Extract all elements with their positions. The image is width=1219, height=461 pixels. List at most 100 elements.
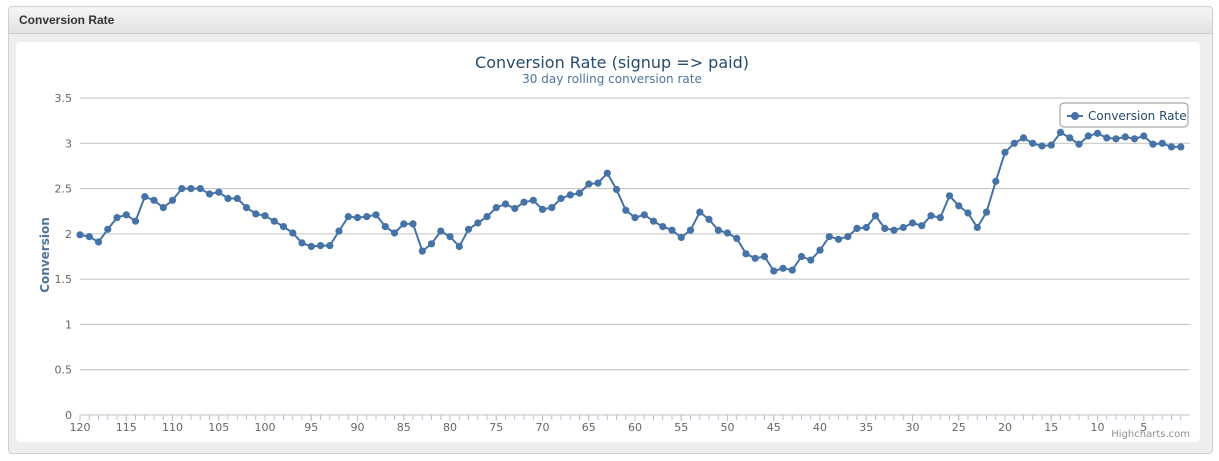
data-point[interactable] [326,242,334,250]
data-point[interactable] [307,242,315,251]
data-point[interactable] [668,226,676,234]
data-point[interactable] [982,208,991,216]
data-point[interactable] [1149,140,1157,148]
data-point[interactable] [788,266,796,274]
data-point[interactable] [529,196,537,204]
data-point[interactable] [363,213,371,221]
data-point[interactable] [779,264,787,272]
data-point[interactable] [945,192,954,200]
data-point[interactable] [446,233,454,241]
data-point[interactable] [344,213,352,221]
data-point[interactable] [807,256,815,264]
data-point[interactable] [205,190,214,198]
data-point[interactable] [612,185,621,194]
data-point[interactable] [649,217,658,225]
data-point[interactable] [316,242,325,250]
data-point[interactable] [141,193,149,201]
data-point[interactable] [483,213,491,221]
data-point[interactable] [908,219,917,227]
data-point[interactable] [353,214,362,222]
data-point[interactable] [834,235,843,243]
data-point[interactable] [631,214,639,222]
data-point[interactable] [797,252,806,261]
data-point[interactable] [474,219,482,227]
data-point[interactable] [242,204,251,212]
data-point[interactable] [918,222,926,230]
data-point[interactable] [1010,139,1018,147]
data-point[interactable] [844,233,852,241]
data-point[interactable] [1177,143,1185,151]
data-point[interactable] [566,191,574,199]
data-point[interactable] [881,224,889,232]
data-point[interactable] [622,206,630,214]
data-point[interactable] [94,238,103,246]
data-point[interactable] [501,200,510,208]
data-point[interactable] [871,212,880,220]
data-point[interactable] [196,185,204,193]
data-point[interactable] [104,225,112,233]
data-point[interactable] [557,194,565,203]
data-point[interactable] [113,214,121,222]
data-point[interactable] [122,211,130,219]
data-point[interactable] [1001,148,1009,156]
data-point[interactable] [1066,134,1074,142]
data-point[interactable] [1056,128,1065,136]
data-point[interactable] [696,208,704,216]
data-point[interactable] [233,194,241,203]
data-point[interactable] [1047,141,1055,149]
data-point[interactable] [427,240,436,248]
data-point[interactable] [899,223,907,232]
data-point[interactable] [1038,142,1046,150]
data-point[interactable] [955,202,963,210]
data-point[interactable] [131,217,140,225]
data-point[interactable] [409,220,417,228]
data-point[interactable] [159,204,167,212]
data-point[interactable] [76,231,84,239]
data-point[interactable] [335,227,343,235]
data-point[interactable] [640,211,648,219]
data-point[interactable] [511,204,519,213]
data-point[interactable] [520,198,528,206]
data-point[interactable] [1084,132,1092,140]
data-point[interactable] [1130,135,1139,143]
data-point[interactable] [289,229,297,237]
data-point[interactable] [964,209,972,217]
data-point[interactable] [992,177,1000,185]
data-point[interactable] [538,205,547,213]
data-point[interactable] [973,223,981,232]
data-point[interactable] [1158,139,1166,147]
credits-link[interactable]: Highcharts.com [1111,429,1190,440]
data-point[interactable] [455,242,463,251]
data-point[interactable] [224,194,232,203]
data-point[interactable] [686,226,695,234]
data-point[interactable] [400,220,408,228]
data-point[interactable] [464,225,473,233]
data-point[interactable] [760,252,769,261]
data-point[interactable] [770,267,778,275]
data-point[interactable] [677,233,685,242]
data-point[interactable] [825,233,833,241]
data-point[interactable] [418,247,426,255]
data-point[interactable] [751,254,759,262]
data-point[interactable] [492,204,500,212]
data-point[interactable] [1103,134,1111,142]
data-point[interactable] [575,189,584,197]
data-point[interactable] [862,223,870,232]
data-point[interactable] [187,185,195,193]
data-point[interactable] [927,212,935,220]
data-point[interactable] [1121,133,1129,141]
data-point[interactable] [178,185,186,193]
data-point[interactable] [1075,140,1083,148]
data-point[interactable] [594,179,602,187]
data-point[interactable] [1112,135,1120,143]
data-point[interactable] [1029,139,1037,147]
data-point[interactable] [742,250,750,258]
legend-item-conversion-rate[interactable]: Conversion Rate [1088,109,1187,123]
data-point[interactable] [1019,134,1028,142]
data-point[interactable] [659,223,667,231]
data-point[interactable] [298,239,306,247]
data-point[interactable] [723,229,732,237]
data-point[interactable] [1093,129,1102,137]
legend[interactable]: Conversion Rate [1059,102,1189,128]
data-point[interactable] [733,234,741,242]
